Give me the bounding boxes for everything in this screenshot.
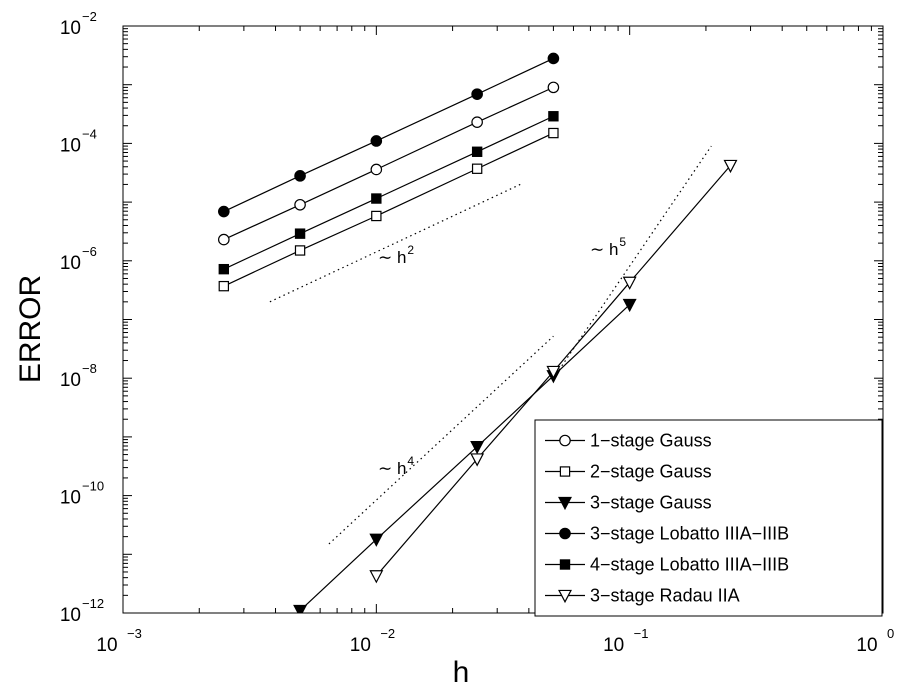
data-point [723, 159, 738, 174]
x-tick-label: 10 [350, 635, 371, 656]
y-tick-label-exponent: −2 [82, 9, 97, 24]
legend-entry: 1−stage Gauss [590, 431, 712, 451]
legend-marker [559, 434, 571, 447]
y-tick-label: 10 [60, 605, 81, 626]
reference-slope-lines [269, 145, 712, 545]
series-5 [218, 111, 559, 275]
data-point [548, 127, 559, 139]
slope-annotation-exponent: 2 [407, 243, 414, 257]
x-tick-label-exponent: −2 [380, 626, 395, 641]
data-point [371, 193, 382, 204]
y-tick-label-exponent: −12 [82, 596, 104, 611]
data-point [471, 116, 483, 128]
series-4 [218, 52, 560, 218]
data-point [370, 163, 383, 176]
y-tick-label: 10 [60, 488, 81, 509]
data-point [218, 233, 230, 246]
slope-annotation-h4: ∼ h [378, 459, 406, 478]
reference-line-h4 [328, 335, 554, 545]
slope-annotation-exponent: 5 [619, 235, 626, 249]
x-tick-label-exponent: −1 [634, 626, 649, 641]
x-tick-label-exponent: 0 [887, 626, 894, 641]
data-point [471, 88, 483, 100]
y-tick-label: 10 [60, 18, 81, 39]
legend-marker [559, 559, 571, 570]
data-point [622, 298, 637, 313]
series-6 [369, 159, 738, 584]
data-point [294, 228, 306, 239]
data-point [547, 52, 560, 65]
legend-marker [558, 589, 572, 604]
data-point [470, 441, 485, 455]
y-tick-label-exponent: −4 [82, 126, 97, 141]
data-point [369, 570, 384, 584]
legend-entry: 3−stage Gauss [590, 493, 712, 513]
legend-marker [559, 466, 571, 477]
slope-annotation-exponent: 4 [407, 454, 414, 468]
y-tick-label: 10 [60, 135, 81, 156]
data-point [470, 453, 485, 467]
axis-tick-labels: 10−310−210−110010−1210−1010−810−610−410−… [60, 9, 894, 656]
data-point [471, 146, 483, 157]
y-tick-label-exponent: −10 [82, 479, 104, 494]
y-axis-label: ERROR [14, 275, 47, 383]
x-tick-label: 10 [603, 635, 624, 656]
data-point [294, 245, 306, 256]
x-tick-label: 10 [856, 635, 877, 656]
x-axis-label: h [453, 656, 470, 687]
x-tick-label-exponent: −3 [127, 626, 142, 641]
y-tick-label: 10 [60, 253, 81, 274]
data-point [218, 205, 230, 218]
data-point [371, 210, 382, 222]
reference-line-h5 [552, 145, 712, 379]
legend: 1−stage Gauss 2−stage Gauss 3−stage Gauss 3… [534, 419, 883, 617]
y-tick-label: 10 [60, 370, 81, 391]
data-point [370, 135, 383, 147]
data-point [294, 198, 306, 211]
y-tick-label-exponent: −8 [82, 361, 97, 376]
data-point [547, 81, 560, 94]
legend-entry: 4−stage Lobatto IIIA−IIIB [590, 555, 789, 575]
reference-line-h2 [269, 183, 521, 303]
legend-entry: 3−stage Radau IIA [590, 586, 740, 606]
data-point [294, 170, 306, 182]
legend-entry: 2−stage Gauss [590, 462, 712, 482]
data-point [218, 280, 230, 292]
data-point [218, 263, 230, 275]
y-tick-label-exponent: −6 [82, 244, 97, 259]
data-point [622, 276, 637, 290]
slope-annotation-h5: ∼ h [590, 240, 618, 259]
slope-annotation-h2: ∼ h [378, 248, 406, 267]
x-tick-label: 10 [96, 635, 117, 656]
data-point [369, 533, 384, 547]
legend-marker [558, 496, 572, 511]
series-3 [293, 298, 637, 613]
legend-marker [559, 527, 571, 540]
series-1 [218, 81, 560, 246]
data-point [471, 163, 483, 174]
legend-entry: 3−stage Lobatto IIIA−IIIB [590, 524, 789, 544]
series-2 [218, 127, 559, 292]
data-point [546, 365, 561, 380]
data-point [548, 111, 559, 122]
legend-box [534, 419, 883, 617]
data-series [218, 52, 738, 613]
